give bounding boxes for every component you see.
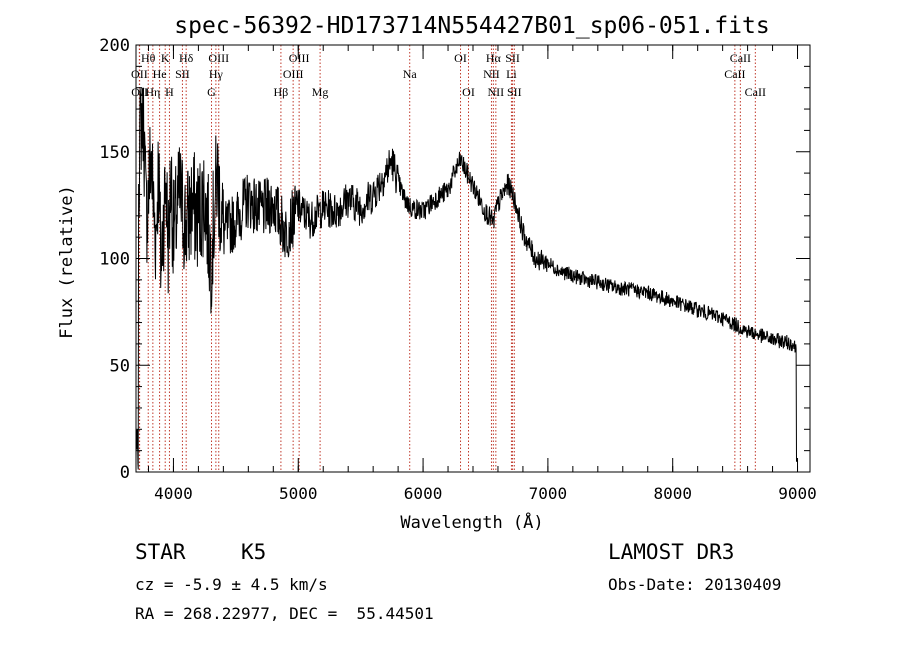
line-label-21: G	[207, 85, 216, 99]
line-label-12: Hγ	[209, 67, 224, 81]
x-tick-label-3: 7000	[529, 484, 568, 503]
x-tick-label-4: 8000	[653, 484, 692, 503]
line-label-6: Hα	[486, 51, 502, 65]
x-tick-label-1: 5000	[279, 484, 318, 503]
line-label-20: H	[165, 85, 174, 99]
line-label-24: OI	[462, 85, 475, 99]
line-label-26: SII	[507, 85, 522, 99]
y-tick-label-3: 150	[99, 143, 130, 163]
y-tick-label-0: 0	[120, 463, 130, 483]
star-class: STAR	[135, 540, 186, 564]
x-axis-ticks: 4000 5000 6000 7000 8000 9000	[147, 45, 817, 503]
line-label-0: Hθ	[141, 51, 156, 65]
line-label-9: OII	[131, 67, 148, 81]
line-label-3: OIII	[208, 51, 229, 65]
line-label-15: NII	[483, 67, 500, 81]
y-axis-ticks: 0 50 100 150 200	[99, 36, 810, 483]
observation-date: Obs-Date: 20130409	[608, 575, 782, 594]
line-label-17: CaII	[724, 67, 745, 81]
chart-title: spec-56392-HD173714N554427B01_sp06-051.f…	[174, 13, 769, 39]
line-label-14: Na	[403, 67, 418, 81]
line-label-16: Li	[506, 67, 517, 81]
line-label-4: OIII	[289, 51, 310, 65]
line-label-10: He	[153, 67, 167, 81]
plot-frame	[135, 44, 811, 473]
line-label-27: CaII	[745, 85, 766, 99]
line-label-13: OIII	[283, 67, 304, 81]
y-tick-label-1: 50	[110, 356, 130, 376]
ra-dec-coordinates: RA = 268.22977, DEC = 55.44501	[135, 604, 434, 623]
x-tick-label-2: 6000	[404, 484, 443, 503]
y-tick-label-2: 100	[99, 250, 130, 270]
survey-name: LAMOST DR3	[608, 540, 735, 564]
line-label-19: Hη	[145, 85, 160, 99]
redshift-cz: cz = -5.9 ± 4.5 km/s	[135, 575, 328, 594]
spectral-line-markers	[138, 45, 756, 472]
line-label-22: Hβ	[274, 85, 289, 99]
x-tick-label-5: 9000	[778, 484, 817, 503]
line-label-7: SII	[505, 51, 520, 65]
y-tick-label-4: 200	[99, 36, 130, 56]
x-axis-label: Wavelength (Å)	[400, 511, 543, 533]
line-label-8: CaII	[730, 51, 751, 65]
line-label-5: OI	[454, 51, 467, 65]
y-axis-label: Flux (relative)	[57, 185, 77, 339]
line-label-1: K	[161, 51, 170, 65]
line-label-25: NII	[488, 85, 505, 99]
flux-series-line	[135, 87, 798, 470]
line-label-11: SII	[175, 67, 190, 81]
star-subclass: K5	[241, 540, 267, 564]
line-label-23: Mg	[312, 85, 329, 99]
line-label-2: Hδ	[179, 51, 194, 65]
x-tick-label-0: 4000	[154, 484, 193, 503]
